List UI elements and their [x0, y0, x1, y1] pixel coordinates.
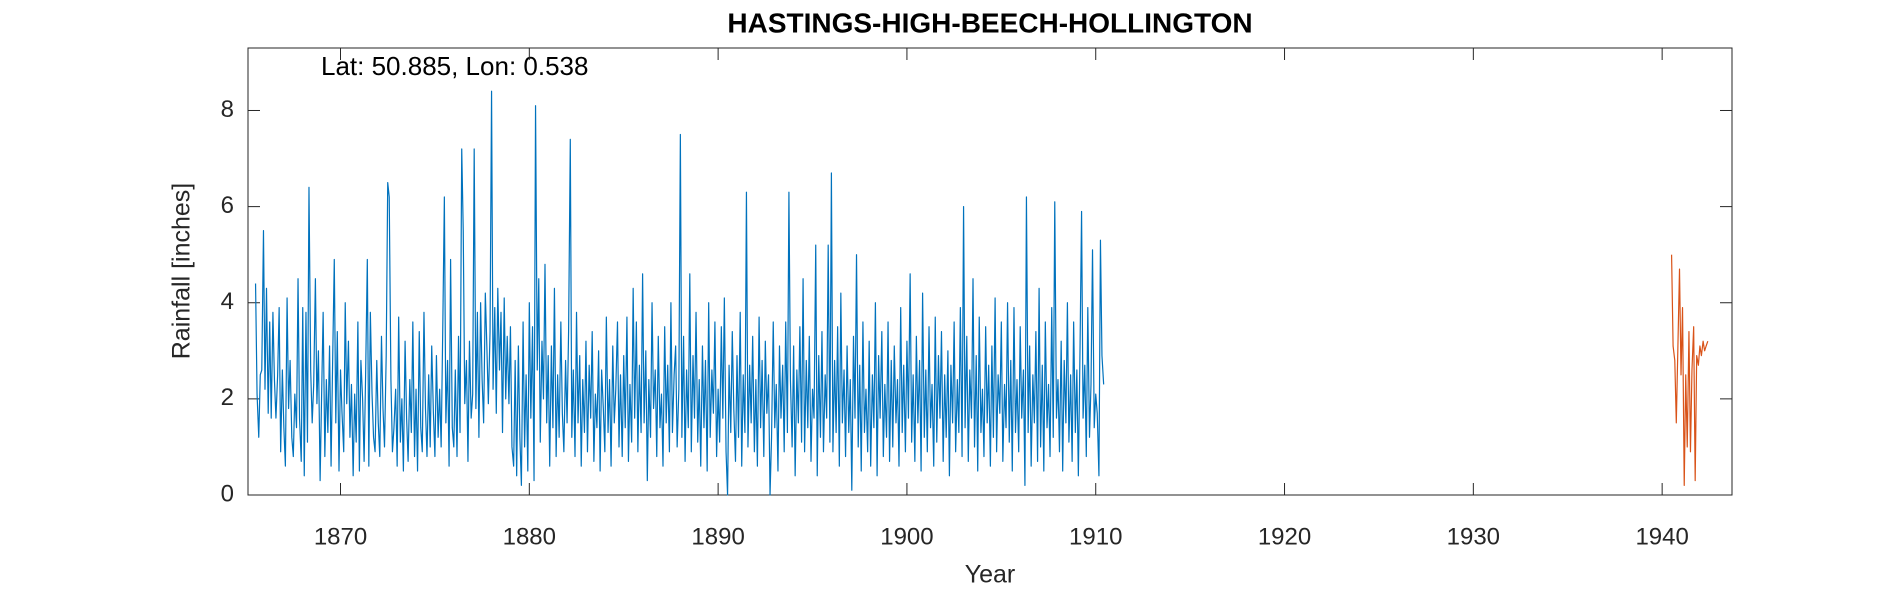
- y-axis-label: Rainfall [inches]: [168, 183, 196, 359]
- chart-title: HASTINGS-HIGH-BEECH-HOLLINGTON: [727, 7, 1252, 38]
- x-tick-label: 1940: [1635, 523, 1688, 550]
- y-tick-label: 8: [221, 96, 234, 123]
- x-tick-label: 1880: [503, 523, 556, 550]
- y-tick-label: 6: [221, 192, 234, 219]
- x-tick-label: 1900: [880, 523, 933, 550]
- y-tick-label: 2: [221, 384, 234, 411]
- annotation: Lat: 50.885, Lon: 0.538: [321, 51, 588, 81]
- y-tick-label: 4: [221, 288, 234, 315]
- line-series: [254, 90, 1105, 496]
- x-axis-label: Year: [965, 561, 1016, 589]
- x-tick-label: 1870: [314, 523, 367, 550]
- line-series: [1670, 254, 1709, 486]
- x-tick-label: 1910: [1069, 523, 1122, 550]
- x-tick-label: 1890: [691, 523, 744, 550]
- y-tick-label: 0: [221, 480, 234, 507]
- x-tick-label: 1920: [1258, 523, 1311, 550]
- x-tick-label: 1930: [1447, 523, 1500, 550]
